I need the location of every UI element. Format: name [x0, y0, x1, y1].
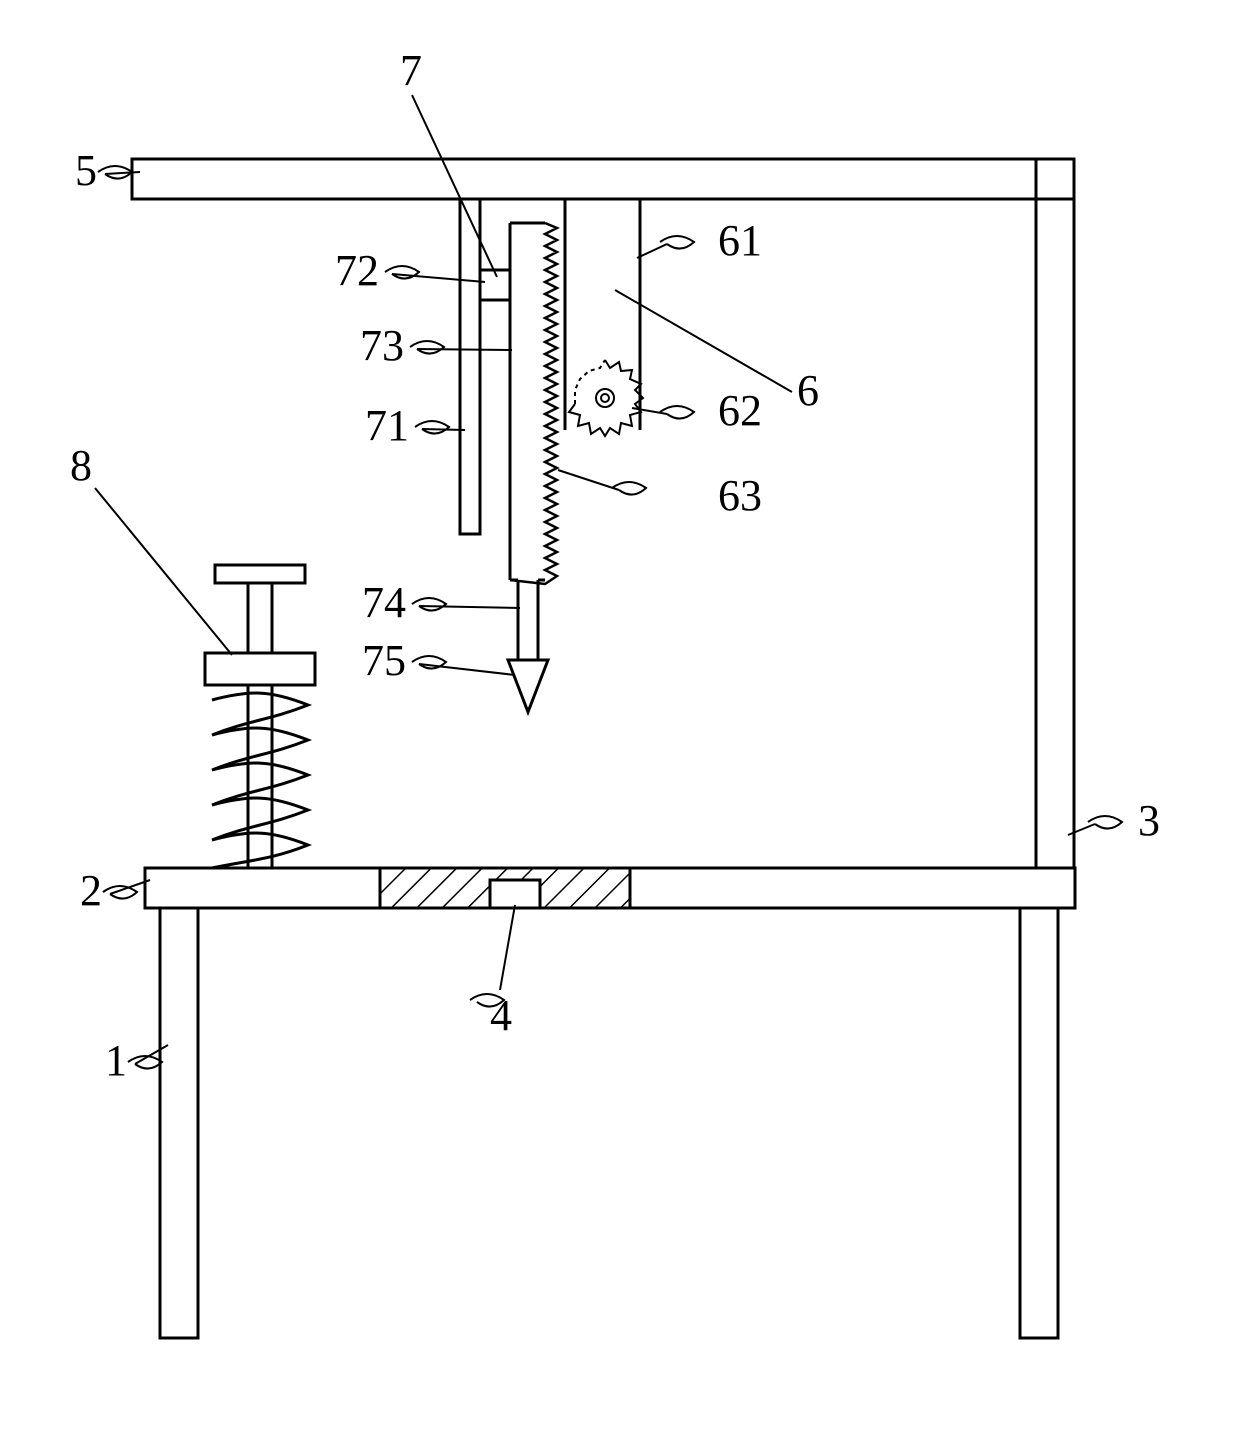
label-74: 74	[362, 578, 406, 627]
label-8: 8	[70, 441, 92, 490]
spring-post-assembly	[205, 565, 315, 868]
label-1: 1	[105, 1036, 127, 1085]
label-62: 62	[718, 386, 762, 435]
gear	[569, 360, 643, 436]
base-insert	[380, 868, 630, 908]
label-3: 3	[1138, 796, 1160, 845]
label-61: 61	[718, 216, 762, 265]
top-beam	[132, 159, 1074, 199]
label-6: 6	[797, 366, 819, 415]
label-4: 4	[490, 991, 512, 1040]
label-71: 71	[365, 401, 409, 450]
tool-shaft	[508, 580, 548, 712]
label-7: 7	[400, 46, 422, 95]
label-73: 73	[360, 321, 404, 370]
leg-left	[160, 908, 198, 1338]
label-75: 75	[362, 636, 406, 685]
leg-right	[1020, 908, 1058, 1338]
rack	[510, 223, 557, 584]
column-right	[1036, 159, 1074, 868]
label-2: 2	[80, 866, 102, 915]
label-63: 63	[718, 471, 762, 520]
label-5: 5	[75, 146, 97, 195]
label-72: 72	[335, 246, 379, 295]
